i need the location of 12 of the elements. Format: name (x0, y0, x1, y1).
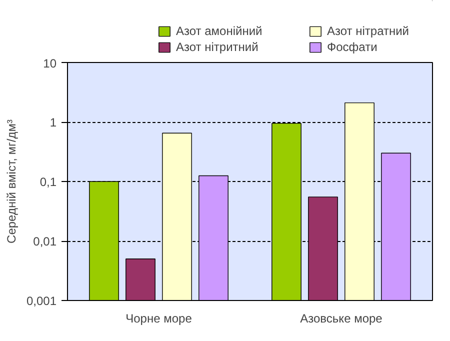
legend-label: Азот нітратний (327, 24, 410, 38)
x-tick-label: Азовське море (300, 312, 383, 326)
legend-label: Азот нітритний (176, 40, 260, 54)
y-tick-label: 0,01 (33, 234, 57, 248)
y-tick-label: 1 (50, 116, 57, 130)
y-axis-title: Середній вміст, мг/дм³ (4, 120, 18, 244)
y-tick-label: 0,001 (26, 294, 57, 308)
legend-label: Азот амонійний (176, 24, 264, 38)
y-tick-label: 10 (43, 56, 57, 70)
x-tick-label: Чорне море (126, 312, 192, 326)
legend-label: Фосфати (327, 40, 378, 54)
y-tick-label: 0,1 (40, 175, 57, 189)
